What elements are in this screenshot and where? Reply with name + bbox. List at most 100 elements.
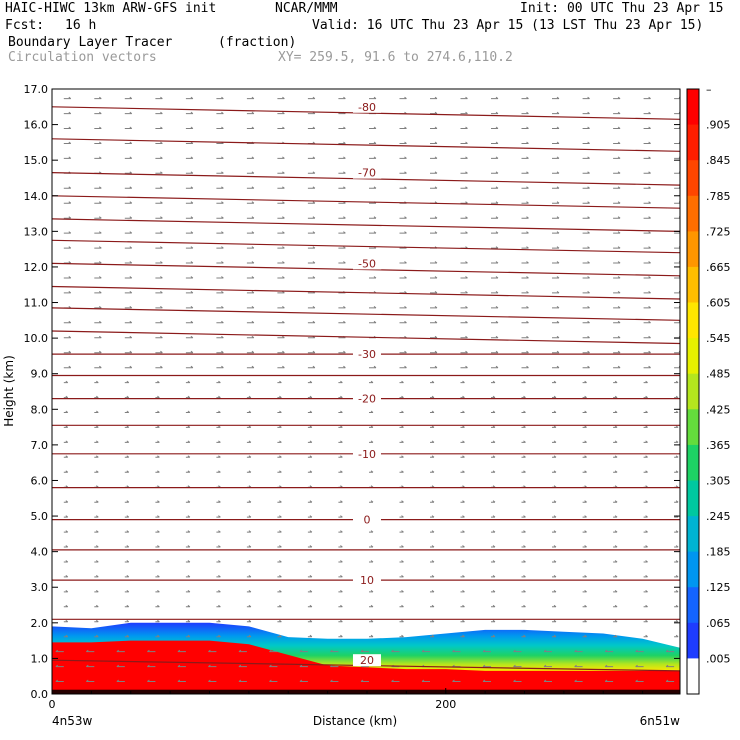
- circulation-vector: [124, 216, 133, 219]
- circulation-vector: [491, 425, 496, 428]
- circulation-vector: [460, 500, 465, 503]
- circulation-vector: [460, 619, 465, 623]
- circulation-vector: [63, 500, 69, 503]
- circulation-vector: [216, 500, 221, 503]
- circulation-vector: [582, 604, 587, 608]
- circulation-vector: [360, 649, 369, 653]
- circulation-vector: [185, 96, 194, 100]
- circulation-vector: [63, 156, 72, 159]
- circulation-vector: [155, 186, 163, 189]
- circulation-vector: [430, 455, 435, 458]
- circulation-vector: [307, 216, 316, 219]
- circulation-vector: [216, 231, 224, 234]
- circulation-vector: [63, 201, 72, 204]
- circulation-vector: [94, 380, 99, 384]
- circulation-vector: [330, 679, 339, 682]
- circulation-vector: [430, 440, 435, 443]
- circulation-vector: [643, 276, 651, 279]
- circulation-vector: [155, 126, 163, 129]
- x-end-label-right: 6n51w: [640, 714, 681, 728]
- circulation-vector: [216, 171, 224, 174]
- circulation-vector: [582, 186, 590, 189]
- circulation-vector: [124, 335, 133, 339]
- circulation-vector: [552, 590, 557, 593]
- circulation-vector: [430, 126, 438, 129]
- circulation-vector: [643, 515, 648, 518]
- circulation-vector: [338, 171, 346, 174]
- circulation-vector: [665, 664, 675, 668]
- circulation-vector: [491, 291, 499, 294]
- circulation-vector: [513, 649, 522, 653]
- circulation-vector: [94, 530, 99, 533]
- circulation-vector: [643, 261, 651, 264]
- circulation-vector: [430, 575, 435, 578]
- circulation-vector: [582, 545, 587, 548]
- circulation-vector: [521, 141, 529, 144]
- circulation-vector: [369, 186, 377, 189]
- circulation-vector: [521, 440, 526, 443]
- circulation-vector: [674, 500, 679, 503]
- circulation-vector: [307, 231, 316, 234]
- circulation-vector: [238, 649, 247, 653]
- circulation-vector: [430, 291, 438, 294]
- circulation-vector: [216, 395, 221, 399]
- circulation-vector: [185, 425, 191, 428]
- x-end-label-left: 4n53w: [52, 714, 93, 728]
- circulation-vector: [124, 350, 133, 354]
- circulation-vector: [94, 201, 102, 204]
- circulation-vector: [94, 261, 102, 264]
- colorbar-label: .845: [706, 154, 731, 167]
- colorbar-cell: [687, 231, 699, 268]
- circulation-vector: [491, 470, 496, 473]
- model-title: HAIC-HIWC 13km ARW-GFS init: [5, 1, 217, 16]
- circulation-vector: [338, 500, 343, 503]
- contour-label: -80: [358, 101, 376, 114]
- circulation-vector: [246, 634, 252, 638]
- temperature-contour: [52, 262, 680, 277]
- circulation-vector: [246, 380, 252, 384]
- temperature-contour: [52, 138, 680, 152]
- circulation-vector: [491, 216, 499, 219]
- circulation-vector: [582, 530, 587, 533]
- circulation-vector: [155, 201, 163, 204]
- circulation-vector: [63, 216, 72, 219]
- circulation-vector: [216, 261, 224, 264]
- circulation-vector: [155, 575, 160, 578]
- y-tick-label: 13.0: [24, 225, 49, 238]
- circulation-vector: [246, 530, 252, 533]
- circulation-vector: [430, 261, 438, 264]
- circulation-vector: [460, 171, 468, 174]
- y-tick-label: 10.0: [24, 332, 49, 345]
- circulation-vector: [116, 664, 125, 668]
- colorbar-cell: [687, 373, 699, 410]
- circulation-vector: [338, 425, 343, 428]
- colorbar-label: .005: [706, 652, 731, 665]
- circulation-vector: [124, 380, 130, 384]
- circulation-vector: [521, 231, 529, 234]
- circulation-vector: [521, 246, 529, 249]
- circulation-vector: [277, 634, 282, 638]
- circulation-vector: [216, 111, 224, 115]
- circulation-vector: [491, 201, 499, 204]
- circulation-vector: [399, 231, 407, 234]
- circulation-vector: [338, 634, 343, 638]
- circulation-vector: [116, 679, 125, 682]
- circulation-vector: [643, 365, 651, 369]
- circulation-vector: [460, 395, 465, 399]
- circulation-vector: [185, 320, 194, 324]
- circulation-vector: [369, 440, 374, 443]
- circulation-vector: [216, 320, 224, 324]
- fcst-label: Fcst:: [5, 18, 45, 33]
- circulation-vector: [643, 470, 648, 473]
- circulation-vector: [399, 306, 407, 309]
- circulation-vector: [116, 649, 125, 653]
- circulation-vector: [491, 276, 499, 279]
- circulation-vector: [613, 141, 621, 144]
- circulation-vector: [177, 679, 186, 682]
- circulation-vector: [552, 560, 557, 563]
- temperature-contour: [52, 307, 680, 321]
- contour-label-bg: [352, 166, 381, 179]
- circulation-vector: [582, 261, 590, 264]
- circulation-vector: [155, 500, 160, 503]
- circulation-vector: [521, 320, 529, 324]
